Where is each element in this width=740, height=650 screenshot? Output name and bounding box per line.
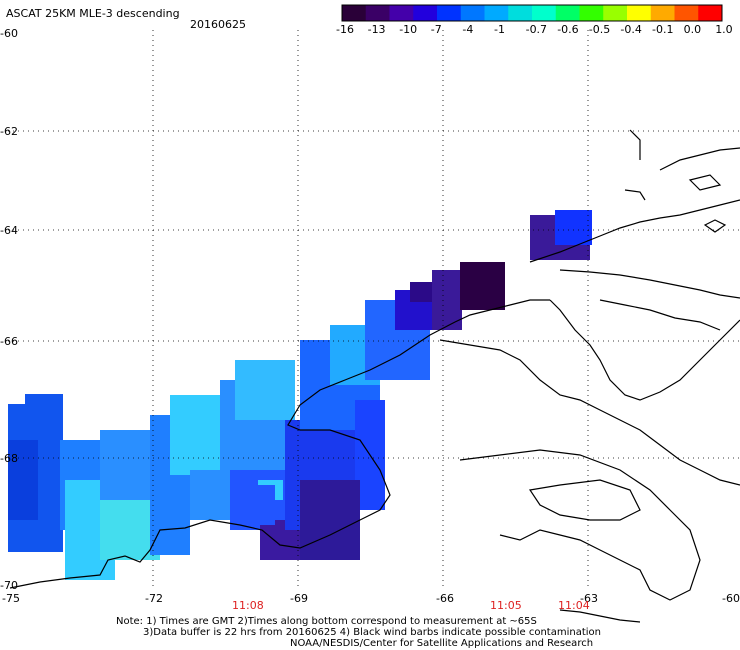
colorbar-segment xyxy=(413,5,438,21)
lon-label: -72 xyxy=(145,592,163,605)
time-label-3: 11:04 xyxy=(558,599,590,612)
lat-label: -70 xyxy=(0,579,18,592)
swath-cell xyxy=(555,210,592,245)
map-date: 20160625 xyxy=(190,18,246,31)
colorbar-label: -13 xyxy=(367,23,386,36)
colorbar-label: -0.1 xyxy=(652,23,674,36)
colorbar-segment xyxy=(342,5,367,21)
colorbar-label: -1 xyxy=(494,23,505,36)
colorbar-segment xyxy=(650,5,675,21)
colorbar-frame xyxy=(341,4,723,22)
swath-cell xyxy=(240,485,275,525)
time-label-2: 11:05 xyxy=(490,599,522,612)
time-label-1: 11:08 xyxy=(232,599,264,612)
colorbar-label: -0.5 xyxy=(588,23,611,36)
swath-cell xyxy=(460,262,505,310)
lat-label: -66 xyxy=(0,335,18,348)
lat-label: -68 xyxy=(0,452,18,465)
map-title: ASCAT 25KM MLE-3 descending xyxy=(6,7,180,20)
lon-label: -66 xyxy=(436,592,454,605)
colorbar-segment xyxy=(627,5,652,21)
colorbar-segment xyxy=(555,5,580,21)
lon-label: -60 xyxy=(722,592,740,605)
graticule xyxy=(8,30,740,590)
colorbar-label: -0.7 xyxy=(525,23,548,36)
data-swath xyxy=(8,210,592,580)
colorbar-segment xyxy=(698,5,723,21)
colorbar-segment xyxy=(674,5,699,21)
colorbar-segment xyxy=(460,5,485,21)
swath-cell xyxy=(235,360,295,420)
lon-label: -69 xyxy=(290,592,308,605)
swath-cell xyxy=(25,394,63,414)
lat-label: -62 xyxy=(0,125,18,138)
note-line-2: 3)Data buffer is 22 hrs from 20160625 4)… xyxy=(143,627,601,638)
colorbar xyxy=(342,5,723,21)
colorbar-segment xyxy=(484,5,509,21)
lat-label: -64 xyxy=(0,224,18,237)
colorbar-segment xyxy=(389,5,414,21)
colorbar-segment xyxy=(508,5,533,21)
lon-label: -75 xyxy=(2,592,20,605)
lon-label: -63 xyxy=(580,592,598,605)
swath-cell xyxy=(300,480,360,560)
note-line-3: NOAA/NESDIS/Center for Satellite Applica… xyxy=(290,638,594,649)
colorbar-segment xyxy=(365,5,390,21)
colorbar-label: -10 xyxy=(399,23,418,36)
colorbar-label: 1.0 xyxy=(715,23,733,36)
note-line-1: Note: 1) Times are GMT 2)Times along bot… xyxy=(116,616,537,627)
colorbar-segment xyxy=(603,5,628,21)
colorbar-label: -0.6 xyxy=(557,23,579,36)
colorbar-segment xyxy=(437,5,462,21)
colorbar-label: -16 xyxy=(336,23,354,36)
colorbar-label: -4 xyxy=(462,23,474,36)
colorbar-segment xyxy=(579,5,604,21)
colorbar-label: 0.0 xyxy=(683,23,702,36)
swath-cell xyxy=(432,270,462,330)
colorbar-label: -7 xyxy=(430,23,442,36)
coastline xyxy=(9,129,740,623)
colorbar-label: -0.4 xyxy=(620,23,642,36)
lat-label: -60 xyxy=(0,27,18,40)
colorbar-segment xyxy=(532,5,557,21)
swath-cell xyxy=(8,440,38,520)
